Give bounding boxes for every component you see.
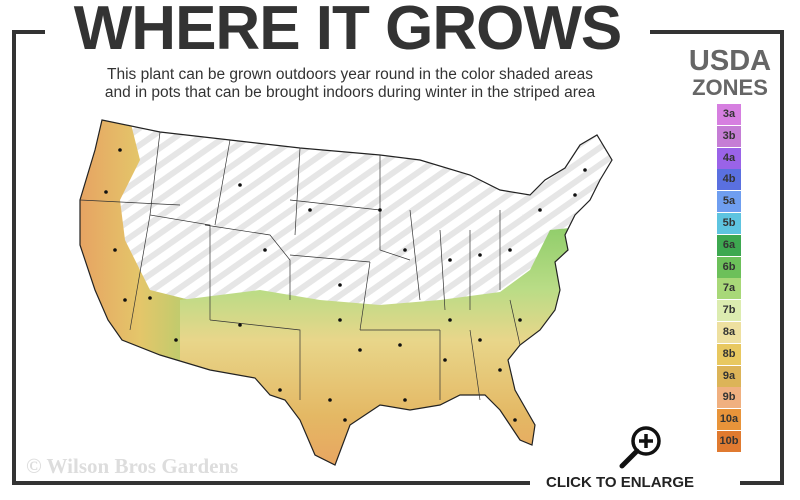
subtitle-line-1: This plant can be grown outdoors year ro… <box>107 66 593 83</box>
legend-zone-8b: 8b <box>717 343 741 365</box>
legend-title-line-1: USDA <box>688 45 772 77</box>
legend-zone-7a: 7a <box>717 278 741 300</box>
click-to-enlarge-button[interactable]: CLICK TO ENLARGE <box>546 474 695 491</box>
page-title: WHERE IT GROWS <box>73 0 622 63</box>
legend-zone-3b: 3b <box>717 125 741 147</box>
legend-zone-3a: 3a <box>717 104 741 125</box>
title-background <box>45 0 650 62</box>
legend-zone-5b: 5b <box>717 212 741 234</box>
legend-title-line-2: ZONES <box>692 75 768 100</box>
enlarge-background <box>530 470 740 500</box>
legend-zone-5a: 5a <box>717 191 741 213</box>
legend-zone-9a: 9a <box>717 365 741 387</box>
legend-zone-8a: 8a <box>717 321 741 343</box>
city-dots <box>104 148 587 422</box>
subtitle: This plant can be grown outdoors year ro… <box>40 66 660 102</box>
legend-zone-6b: 6b <box>717 256 741 278</box>
legend-zone-4a: 4a <box>717 147 741 169</box>
legend-zone-6a: 6a <box>717 234 741 256</box>
subtitle-line-2: and in pots that can be brought indoors … <box>104 84 596 101</box>
legend-zone-4b: 4b <box>717 169 741 191</box>
legend-zone-10b: 10b <box>717 430 741 452</box>
legend-zone-7b: 7b <box>717 300 741 322</box>
usda-zone-legend: 3a 3b 4a 4b 5a 5b 6a 6b 7a 7b 8a 8b 9a 9b 10a 10b <box>717 104 741 453</box>
magnifier-plus-icon[interactable] <box>616 424 666 472</box>
state-borders <box>79 131 521 401</box>
copyright: © Wilson Bros Gardens <box>26 454 239 478</box>
legend-zone-9b: 9b <box>717 387 741 409</box>
legend-zone-10a: 10a <box>717 409 741 431</box>
legend-title: USDA ZONES <box>676 46 784 100</box>
